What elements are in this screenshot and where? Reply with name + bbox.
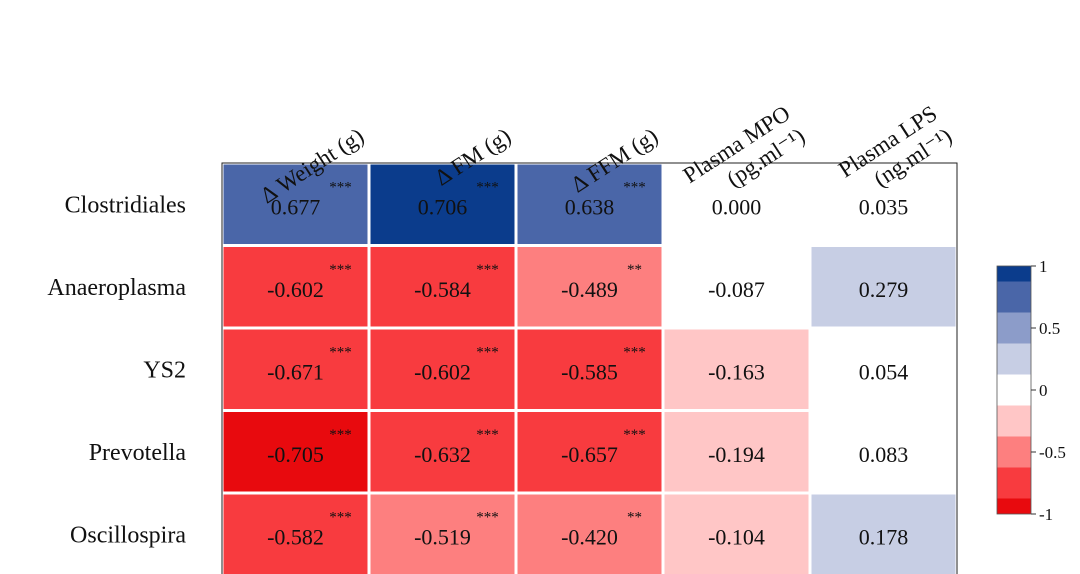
heatmap-cell (223, 164, 368, 244)
row-label: Clostridiales (65, 192, 186, 218)
heatmap-cell (664, 412, 809, 492)
cell-value-label: -0.420 (561, 524, 618, 549)
cell-value-label: 0.178 (859, 524, 909, 549)
legend-tick-label: -1 (1039, 505, 1053, 524)
legend-tick-label: 0 (1039, 381, 1048, 400)
significance-marker: *** (476, 262, 499, 278)
cell-value-label: 0.083 (859, 442, 909, 467)
heatmap-cell (370, 329, 515, 409)
heatmap-cell (223, 329, 368, 409)
heatmap-cell (664, 329, 809, 409)
cell-value-label: -0.602 (414, 359, 471, 384)
row-label: Prevotella (89, 440, 187, 466)
legend-color-bin (997, 498, 1031, 514)
cell-value-label: 0.677 (271, 194, 321, 219)
significance-marker: *** (623, 344, 646, 360)
heatmap-cell (223, 494, 368, 574)
row-labels: Clostridiales Anaeroplasma YS2 Prevotella Os… (47, 192, 186, 548)
heatmap-cell (811, 164, 956, 244)
legend-tick-label: 1 (1039, 257, 1048, 276)
cell-value-label: -0.582 (267, 524, 324, 549)
legend-color-bin (997, 467, 1031, 499)
row-label: Oscillospira (70, 522, 186, 548)
legend-color-bin (997, 374, 1031, 406)
row-label: YS2 (143, 357, 186, 383)
cell-value-label: 0.000 (712, 194, 762, 219)
color-legend: 1 0.5 0 -0.5 -1 (996, 257, 1066, 524)
heatmap-cell-labels: 0.677 *** 0.706 *** 0.638 *** 0.000 0.035 -0.602… (221, 162, 958, 574)
heatmap-cell (664, 494, 809, 574)
significance-marker: *** (329, 509, 352, 525)
significance-marker: *** (329, 179, 352, 195)
cell-value-label: -0.519 (414, 524, 471, 549)
heatmap-cell (664, 164, 809, 244)
cell-value-label: -0.585 (561, 359, 618, 384)
heatmap-cell (517, 164, 662, 244)
heatmap-cells (221, 162, 958, 574)
heatmap-cell (223, 412, 368, 492)
legend-color-bin (997, 281, 1031, 313)
heatmap-cell (370, 164, 515, 244)
cell-value-label: -0.632 (414, 442, 471, 467)
heatmap-cell (517, 412, 662, 492)
legend-tick-label: -0.5 (1039, 443, 1066, 462)
significance-marker: *** (476, 509, 499, 525)
cell-value-label: -0.705 (267, 442, 324, 467)
cell-value-label: -0.489 (561, 277, 618, 302)
heatmap-cell (370, 412, 515, 492)
heatmap-cell (517, 329, 662, 409)
heatmap-cell (370, 247, 515, 327)
heatmap-cell (517, 247, 662, 327)
heatmap-border (221, 162, 958, 574)
heatmap-cell (517, 494, 662, 574)
cell-value-label: 0.054 (859, 359, 909, 384)
cell-value-label: -0.671 (267, 359, 324, 384)
legend-tick-label: 0.5 (1039, 319, 1060, 338)
significance-marker: *** (623, 427, 646, 443)
cell-value-label: -0.584 (414, 277, 471, 302)
heatmap-cell (223, 247, 368, 327)
cell-value-label: 0.638 (565, 194, 615, 219)
cell-value-label: 0.035 (859, 194, 909, 219)
legend-color-bin (997, 436, 1031, 468)
cell-value-label: -0.087 (708, 277, 765, 302)
legend-color-bin (997, 266, 1031, 282)
cell-value-label: -0.163 (708, 359, 765, 384)
cell-value-label: -0.602 (267, 277, 324, 302)
heatmap-cell (811, 247, 956, 327)
significance-marker: *** (476, 344, 499, 360)
heatmap-cell (811, 412, 956, 492)
significance-marker: ** (627, 262, 642, 278)
legend-color-bin (997, 312, 1031, 344)
cell-value-label: -0.194 (708, 442, 765, 467)
significance-marker: *** (329, 427, 352, 443)
legend-color-bin (997, 405, 1031, 437)
significance-marker: *** (476, 179, 499, 195)
significance-marker: ** (627, 509, 642, 525)
cell-value-label: 0.279 (859, 277, 909, 302)
heatmap-cell (811, 329, 956, 409)
cell-value-label: -0.104 (708, 524, 765, 549)
legend-color-bin (997, 343, 1031, 375)
cell-value-label: 0.706 (418, 194, 468, 219)
significance-marker: *** (329, 262, 352, 278)
heatmap-cell (811, 494, 956, 574)
heatmap-cell (664, 247, 809, 327)
significance-marker: *** (329, 344, 352, 360)
cell-value-label: -0.657 (561, 442, 618, 467)
significance-marker: *** (623, 179, 646, 195)
row-label: Anaeroplasma (47, 275, 186, 301)
heatmap-cell (370, 494, 515, 574)
significance-marker: *** (476, 427, 499, 443)
